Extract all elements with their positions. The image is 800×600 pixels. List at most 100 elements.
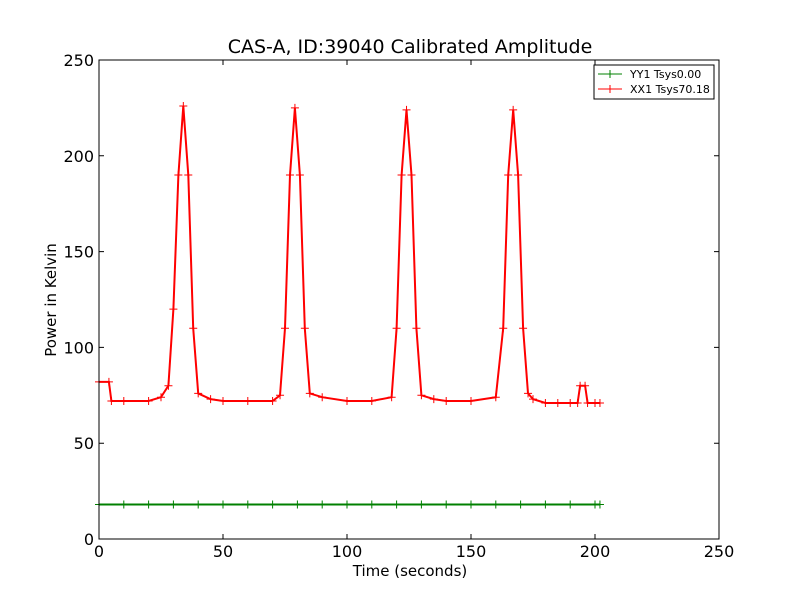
data-point bbox=[295, 170, 304, 179]
data-point bbox=[429, 395, 438, 404]
legend-box bbox=[593, 64, 715, 100]
y-tick-label: 250 bbox=[63, 51, 94, 70]
x-tick-label: 50 bbox=[213, 542, 233, 561]
data-point bbox=[305, 389, 314, 398]
data-point bbox=[573, 398, 582, 407]
plot-frame bbox=[98, 59, 720, 540]
chart-title: CAS-A, ID:39040 Calibrated Amplitude bbox=[228, 36, 593, 58]
data-point bbox=[467, 397, 475, 406]
data-point bbox=[566, 398, 575, 407]
data-point bbox=[290, 103, 299, 112]
data-point bbox=[318, 500, 327, 509]
x-tick-label: 200 bbox=[580, 542, 611, 561]
data-point bbox=[392, 500, 401, 509]
data-point bbox=[174, 170, 183, 179]
data-point bbox=[157, 393, 165, 402]
data-point bbox=[553, 398, 562, 407]
data-point bbox=[343, 397, 351, 406]
data-point bbox=[343, 500, 351, 509]
data-point bbox=[407, 170, 416, 179]
data-point bbox=[300, 324, 309, 333]
y-tick-label: 200 bbox=[63, 147, 94, 166]
data-point bbox=[285, 170, 294, 179]
data-point bbox=[516, 500, 525, 509]
data-point bbox=[397, 170, 406, 179]
data-point bbox=[417, 391, 426, 400]
data-point bbox=[281, 324, 289, 333]
data-point bbox=[268, 397, 277, 406]
data-point bbox=[524, 389, 533, 398]
data-point bbox=[144, 397, 153, 406]
data-point bbox=[107, 397, 116, 406]
data-point bbox=[566, 500, 575, 509]
series-1 bbox=[95, 101, 604, 407]
y-tick-label: 150 bbox=[63, 243, 94, 262]
data-point bbox=[412, 324, 421, 333]
data-point bbox=[504, 170, 513, 179]
data-point bbox=[581, 381, 590, 390]
data-point bbox=[243, 500, 252, 509]
data-point bbox=[179, 101, 188, 110]
data-point bbox=[276, 391, 285, 400]
y-tick-label: 100 bbox=[63, 338, 94, 357]
data-point bbox=[514, 170, 523, 179]
data-point bbox=[194, 500, 203, 509]
legend-item: YY1 Tsys0.00 bbox=[598, 68, 701, 81]
data-point bbox=[293, 500, 302, 509]
data-point bbox=[194, 389, 203, 398]
data-point bbox=[467, 500, 475, 509]
data-point bbox=[595, 500, 604, 509]
data-point bbox=[509, 105, 518, 114]
data-point bbox=[206, 395, 215, 404]
data-point bbox=[184, 170, 193, 179]
data-point bbox=[169, 305, 178, 314]
data-point bbox=[442, 397, 451, 406]
data-point bbox=[169, 500, 178, 509]
data-point bbox=[595, 398, 604, 407]
data-point bbox=[164, 381, 173, 390]
x-tick-label: 0 bbox=[94, 542, 104, 561]
x-tick-label: 150 bbox=[456, 542, 487, 561]
data-point bbox=[119, 500, 128, 509]
y-tick-label: 50 bbox=[74, 434, 94, 453]
data-point bbox=[318, 393, 327, 402]
data-point bbox=[417, 500, 426, 509]
data-point bbox=[583, 398, 592, 407]
axes: 0 50 100 150 200 250 0 50 100 150 200 250 bbox=[63, 51, 734, 561]
series-0 bbox=[95, 500, 604, 509]
data-point bbox=[529, 395, 537, 404]
plot-area bbox=[95, 101, 604, 509]
data-point bbox=[189, 324, 198, 333]
data-point bbox=[541, 500, 550, 509]
x-tick-label: 250 bbox=[704, 542, 735, 561]
data-point bbox=[519, 324, 528, 333]
legend-item: XX1 Tsys70.18 bbox=[598, 83, 710, 96]
data-point bbox=[144, 500, 153, 509]
data-point bbox=[243, 397, 252, 406]
data-point bbox=[367, 397, 376, 406]
data-point bbox=[442, 500, 451, 509]
data-point bbox=[392, 324, 401, 333]
data-point bbox=[119, 397, 128, 406]
data-point bbox=[387, 393, 396, 402]
legend-label: YY1 Tsys0.00 bbox=[629, 68, 701, 81]
y-tick-label: 0 bbox=[84, 530, 94, 549]
data-point bbox=[367, 500, 376, 509]
data-point bbox=[491, 393, 500, 402]
legend-label: XX1 Tsys70.18 bbox=[630, 83, 710, 96]
x-tick-label: 100 bbox=[332, 542, 363, 561]
data-point bbox=[499, 324, 508, 333]
data-point bbox=[219, 397, 227, 406]
series-line bbox=[99, 105, 600, 404]
data-point bbox=[268, 500, 277, 509]
data-point bbox=[402, 105, 411, 114]
y-axis-label: Power in Kelvin bbox=[42, 243, 60, 357]
data-point bbox=[219, 500, 227, 509]
data-point bbox=[541, 398, 550, 407]
legend: YY1 Tsys0.00 XX1 Tsys70.18 bbox=[593, 64, 715, 100]
data-point bbox=[491, 500, 500, 509]
data-point bbox=[104, 377, 113, 386]
x-axis-label: Time (seconds) bbox=[352, 562, 468, 580]
